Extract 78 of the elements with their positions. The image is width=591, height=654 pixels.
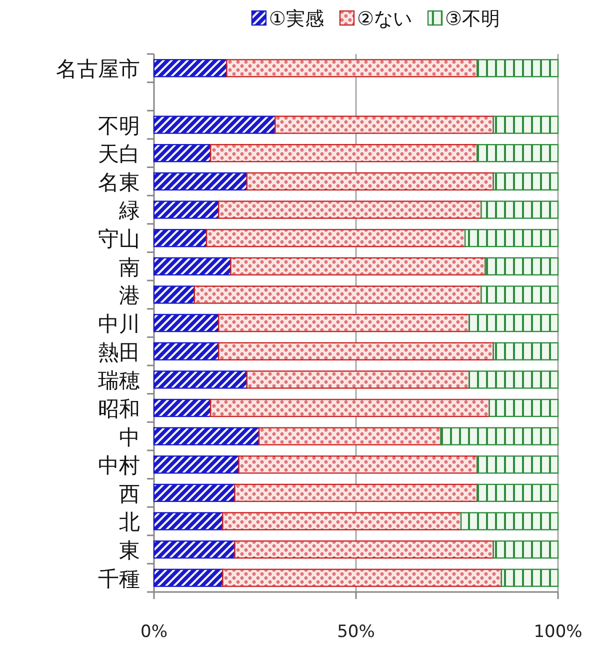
bar bbox=[464, 228, 559, 248]
y-tick-label: 名東 bbox=[98, 170, 140, 194]
bar bbox=[194, 286, 482, 304]
y-tick-label: 北 bbox=[119, 510, 140, 534]
bar bbox=[153, 540, 236, 559]
bar bbox=[153, 398, 212, 418]
bar bbox=[153, 59, 228, 78]
y-tick-label: 不明 bbox=[98, 114, 140, 138]
x-tick-label: 100% bbox=[534, 622, 582, 642]
bar bbox=[230, 257, 486, 276]
bar bbox=[468, 314, 559, 332]
bar bbox=[153, 144, 212, 162]
bar bbox=[440, 427, 559, 446]
bar bbox=[153, 172, 248, 191]
y-tick-label: 東 bbox=[119, 538, 140, 563]
bar bbox=[480, 286, 559, 304]
legend-label: ②ない bbox=[356, 8, 412, 30]
bar bbox=[153, 568, 224, 587]
bar bbox=[476, 455, 559, 474]
y-tick-label: 昭和 bbox=[98, 396, 140, 421]
bar bbox=[153, 512, 224, 530]
bar bbox=[258, 427, 442, 446]
bar bbox=[246, 370, 470, 389]
bar bbox=[153, 427, 260, 446]
y-tick-label: 熱田 bbox=[98, 340, 140, 364]
bar bbox=[500, 568, 559, 587]
bar bbox=[238, 455, 478, 474]
bar bbox=[492, 540, 559, 559]
bar bbox=[492, 172, 559, 191]
bar bbox=[476, 144, 559, 162]
y-tick-label: 千種 bbox=[98, 566, 140, 591]
y-tick-label: 中村 bbox=[98, 454, 140, 478]
y-tick-label: 守山 bbox=[98, 227, 140, 252]
bar bbox=[218, 342, 494, 360]
bar bbox=[210, 144, 478, 162]
y-tick-label: 南 bbox=[119, 255, 140, 280]
y-tick-label: 西 bbox=[119, 482, 140, 506]
bar bbox=[153, 484, 236, 502]
bar bbox=[222, 568, 502, 587]
bar bbox=[476, 484, 559, 502]
bar bbox=[206, 228, 466, 248]
bar bbox=[153, 286, 195, 304]
bar bbox=[460, 512, 559, 530]
bar bbox=[210, 398, 490, 418]
y-tick-label: 中 bbox=[119, 425, 140, 450]
bar bbox=[468, 370, 559, 389]
legend-label: ①実感 bbox=[268, 8, 324, 30]
bar bbox=[492, 342, 559, 360]
y-tick-label: 中川 bbox=[98, 312, 140, 336]
bar bbox=[492, 116, 559, 134]
y-tick-label: 瑞穂 bbox=[98, 368, 140, 393]
bar bbox=[153, 257, 232, 276]
bar bbox=[153, 200, 220, 219]
legend-label: ③不明 bbox=[445, 8, 500, 30]
y-tick-label: 港 bbox=[119, 284, 140, 308]
bar bbox=[246, 172, 494, 191]
bar bbox=[153, 455, 240, 474]
bar bbox=[222, 512, 462, 530]
bar bbox=[218, 314, 470, 332]
bar bbox=[480, 200, 559, 219]
bar bbox=[153, 370, 248, 389]
bar bbox=[153, 228, 208, 248]
bar bbox=[218, 200, 482, 219]
y-tick-label: 緑 bbox=[118, 198, 140, 223]
y-tick-label: 天白 bbox=[98, 142, 140, 166]
bar bbox=[153, 314, 220, 332]
bar bbox=[274, 116, 494, 134]
x-tick-label: 50% bbox=[337, 622, 375, 642]
x-tick-label: 0% bbox=[140, 622, 168, 642]
y-tick-label: 名古屋市 bbox=[56, 57, 140, 82]
bar bbox=[234, 540, 494, 559]
bar bbox=[153, 116, 276, 134]
bar bbox=[488, 398, 559, 418]
bar bbox=[234, 484, 478, 502]
bar bbox=[476, 59, 559, 78]
bar bbox=[484, 257, 559, 276]
bar bbox=[153, 342, 220, 360]
bar bbox=[226, 59, 478, 78]
